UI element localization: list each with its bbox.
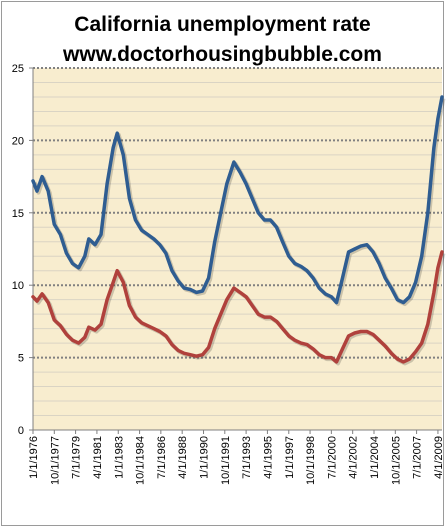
chart-subtitle: www.doctorhousingbubble.com xyxy=(63,43,382,66)
y-tick-label: 25 xyxy=(12,63,24,75)
x-tick-label: 7/1/2007 xyxy=(412,436,424,479)
y-tick-label: 5 xyxy=(18,353,24,365)
x-tick-label: 10/1/2005 xyxy=(390,436,402,485)
y-tick-label: 20 xyxy=(12,135,24,147)
x-axis-ticks: 1/1/1976 10/1/1977 7/1/1979 4/1/1981 1/1/198… xyxy=(28,430,445,485)
y-axis-ticks: 0 5 10 15 20 25 xyxy=(12,63,33,437)
x-tick-label: 7/1/2000 xyxy=(326,436,338,479)
y-tick-label: 15 xyxy=(12,208,24,220)
x-tick-label: 1/1/2004 xyxy=(369,436,381,479)
series-layer xyxy=(31,95,446,366)
x-tick-label: 1/1/1983 xyxy=(113,436,125,479)
y-tick-label: 10 xyxy=(12,280,24,292)
plot-area xyxy=(33,68,442,430)
x-tick-label: 4/1/2002 xyxy=(348,436,360,479)
x-tick-label: 1/1/1976 xyxy=(28,436,40,479)
x-tick-label: 1/1/1990 xyxy=(199,436,211,479)
x-tick-label: 7/1/1979 xyxy=(71,436,83,479)
major-gridlines xyxy=(33,67,442,359)
x-tick-label: 4/1/1981 xyxy=(92,436,104,479)
x-tick-label: 7/1/1986 xyxy=(156,436,168,479)
x-tick-label: 4/1/2009 xyxy=(433,436,445,479)
x-tick-label: 10/1/1998 xyxy=(305,436,317,485)
x-tick-label: 7/1/1993 xyxy=(241,436,253,479)
y-tick-label: 0 xyxy=(18,425,24,437)
x-tick-label: 10/1/1991 xyxy=(220,436,232,485)
upper-series-line xyxy=(31,95,444,305)
chart-title: California unemployment rate xyxy=(74,13,371,36)
x-tick-label: 4/1/1995 xyxy=(262,436,274,479)
x-tick-label: 1/1/1997 xyxy=(284,436,296,479)
x-tick-label: 4/1/1988 xyxy=(177,436,189,479)
lower-series-line xyxy=(31,250,444,364)
x-tick-label: 10/1/1977 xyxy=(49,436,61,485)
x-tick-label: 10/1/1984 xyxy=(135,436,147,485)
chart-title-block: California unemployment rate www.doctorh… xyxy=(0,10,445,70)
